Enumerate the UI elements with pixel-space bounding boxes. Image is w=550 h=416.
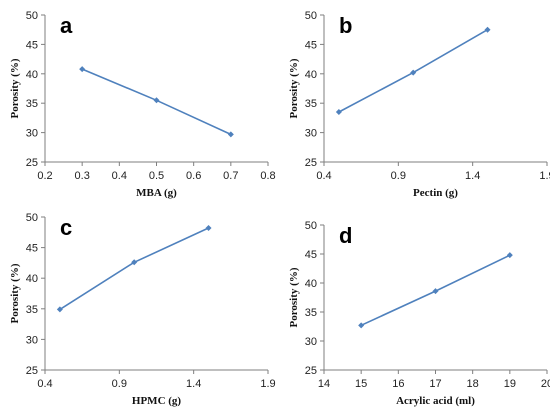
y-axis-label: Porosity (%) [288, 58, 300, 118]
x-tick-label: 0.6 [186, 170, 201, 182]
x-tick-label: 1.9 [260, 378, 275, 390]
y-tick-label: 50 [26, 212, 38, 224]
x-tick-label: 14 [318, 378, 330, 390]
x-tick-label: 0.2 [37, 170, 52, 182]
chart-panel-b: 25 30 35 40 45 50 0.4 0.9 1.4 1.9 Pectin (g) Porosi… [288, 10, 550, 199]
x-axis-label: MBA (g) [136, 187, 177, 199]
y-tick-label: 50 [26, 10, 38, 22]
y-tick-label: 30 [305, 336, 317, 348]
chart-panel-d: 25 30 35 40 45 50 14 15 16 17 18 19 20 Acrylic acid (… [288, 220, 550, 407]
x-tick-label: 0.5 [149, 170, 164, 182]
panel-letter: a [60, 13, 73, 38]
y-tick-label: 45 [305, 249, 317, 261]
x-tick-label: 17 [429, 378, 441, 390]
y-axis-label: Porosity (%) [9, 263, 21, 323]
data-point [205, 225, 212, 232]
y-tick-label: 35 [26, 304, 38, 316]
data-point [227, 131, 234, 138]
chart-panel-c: 25 30 35 40 45 50 0.4 0.9 1.4 1.9 HPMC (g) Porosity… [9, 212, 276, 407]
data-point [484, 26, 491, 33]
x-tick-label: 0.7 [223, 170, 238, 182]
x-axis-label: HPMC (g) [132, 395, 182, 407]
y-tick-label: 50 [305, 10, 317, 22]
y-tick-label: 25 [305, 365, 317, 377]
x-tick-label: 0.4 [316, 170, 331, 182]
y-tick-label: 25 [26, 365, 38, 377]
y-tick-label: 40 [305, 69, 317, 81]
x-tick-label: 20 [541, 378, 550, 390]
y-tick-label: 40 [26, 69, 38, 81]
series-line [59, 227, 209, 311]
data-point [410, 69, 417, 76]
y-tick-label: 45 [26, 243, 38, 255]
x-tick-label: 0.4 [112, 170, 127, 182]
y-axis-label: Porosity (%) [9, 58, 21, 118]
x-axis-label: Pectin (g) [413, 187, 458, 199]
y-tick-label: 25 [305, 157, 317, 169]
y-tick-label: 50 [305, 220, 317, 232]
x-tick-label: 18 [467, 378, 479, 390]
data-point [153, 97, 160, 104]
x-tick-label: 0.8 [260, 170, 275, 182]
x-tick-label: 0.9 [391, 170, 406, 182]
x-tick-label: 1.9 [539, 170, 550, 182]
y-tick-label: 25 [26, 157, 38, 169]
x-tick-label: 1.4 [465, 170, 480, 182]
y-axis-label: Porosity (%) [288, 267, 300, 327]
data-point [131, 259, 138, 266]
panel-letter: c [60, 215, 72, 240]
y-tick-label: 30 [26, 128, 38, 140]
chart-panel-a: 25 30 35 40 45 50 0.2 0.3 0.4 0.5 0.6 0.7 0.8 MBA (g)… [9, 10, 276, 199]
x-tick-label: 15 [355, 378, 367, 390]
x-tick-label: 0.4 [37, 378, 52, 390]
x-tick-label: 16 [392, 378, 404, 390]
y-tick-label: 40 [305, 278, 317, 290]
x-tick-label: 0.3 [75, 170, 90, 182]
y-tick-label: 35 [305, 307, 317, 319]
panel-letter: d [339, 223, 352, 248]
y-tick-label: 40 [26, 273, 38, 285]
y-tick-label: 45 [26, 39, 38, 51]
x-tick-label: 1.4 [186, 378, 201, 390]
x-axis-label: Acrylic acid (ml) [396, 395, 475, 407]
y-tick-label: 45 [305, 39, 317, 51]
x-tick-label: 0.9 [112, 378, 127, 390]
y-tick-label: 30 [26, 334, 38, 346]
x-tick-label: 19 [504, 378, 516, 390]
panel-letter: b [339, 13, 352, 38]
y-tick-label: 35 [305, 98, 317, 110]
data-point [506, 252, 513, 259]
data-point [432, 288, 439, 295]
y-tick-label: 30 [305, 128, 317, 140]
data-point [79, 66, 86, 73]
data-point [56, 306, 63, 313]
data-point [335, 109, 342, 116]
y-tick-label: 35 [26, 98, 38, 110]
data-point [358, 322, 365, 329]
